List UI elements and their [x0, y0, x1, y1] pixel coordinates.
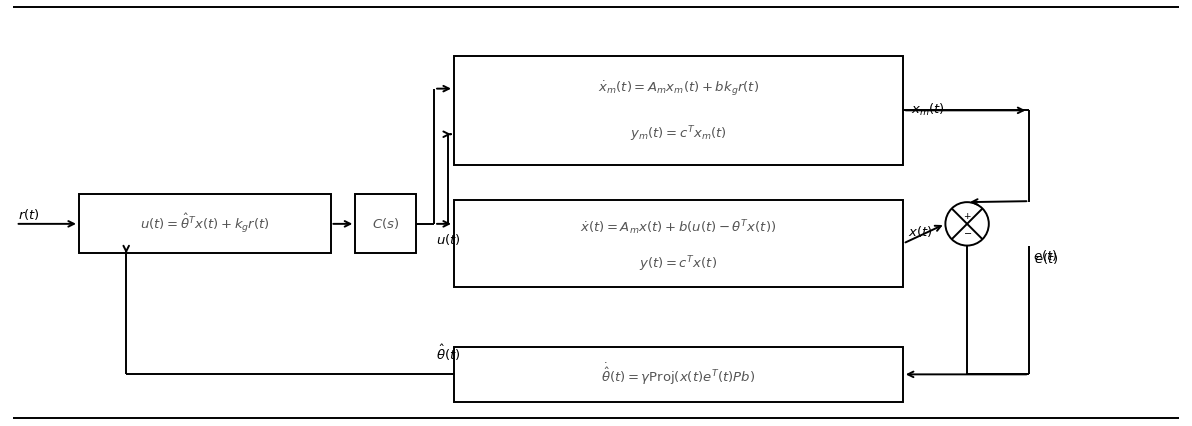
- Text: $e(t)$: $e(t)$: [1035, 250, 1058, 265]
- Text: $y_m(t) = c^T x_m(t)$: $y_m(t) = c^T x_m(t)$: [631, 124, 727, 144]
- Text: $-$: $-$: [962, 227, 971, 237]
- Text: $\dot{x}(t) = A_m x(t) + b\left(u(t) - \theta^T x(t)\right)$: $\dot{x}(t) = A_m x(t) + b\left(u(t) - \…: [581, 219, 776, 237]
- Bar: [79, 194, 330, 253]
- Text: $u(t) = \hat{\theta}^T x(t) + k_g r(t)$: $u(t) = \hat{\theta}^T x(t) + k_g r(t)$: [139, 212, 269, 236]
- Text: $u(t)$: $u(t)$: [436, 232, 461, 247]
- Bar: [454, 347, 904, 402]
- Bar: [454, 200, 904, 287]
- Circle shape: [945, 202, 989, 245]
- Bar: [355, 194, 416, 253]
- Text: $\hat{\theta}(t)$: $\hat{\theta}(t)$: [436, 343, 460, 363]
- Text: $y(t) = c^T x(t)$: $y(t) = c^T x(t)$: [639, 255, 718, 274]
- Text: $\dot{x}_m(t) = A_m x_m(t) + bk_g r(t)$: $\dot{x}_m(t) = A_m x_m(t) + bk_g r(t)$: [598, 79, 759, 98]
- Text: $x_m(t)$: $x_m(t)$: [911, 102, 945, 118]
- Text: $r(t)$: $r(t)$: [18, 207, 39, 222]
- Text: $x(t)$: $x(t)$: [908, 224, 932, 239]
- Text: $e(t)$: $e(t)$: [1033, 248, 1057, 262]
- Bar: [454, 56, 904, 164]
- Text: $+$: $+$: [963, 210, 971, 221]
- Text: $C(s)$: $C(s)$: [372, 216, 399, 231]
- Text: $\dot{\hat{\theta}}(t) = \gamma \mathrm{Proj}(x(t)e^T(t)Pb)$: $\dot{\hat{\theta}}(t) = \gamma \mathrm{…: [601, 362, 756, 387]
